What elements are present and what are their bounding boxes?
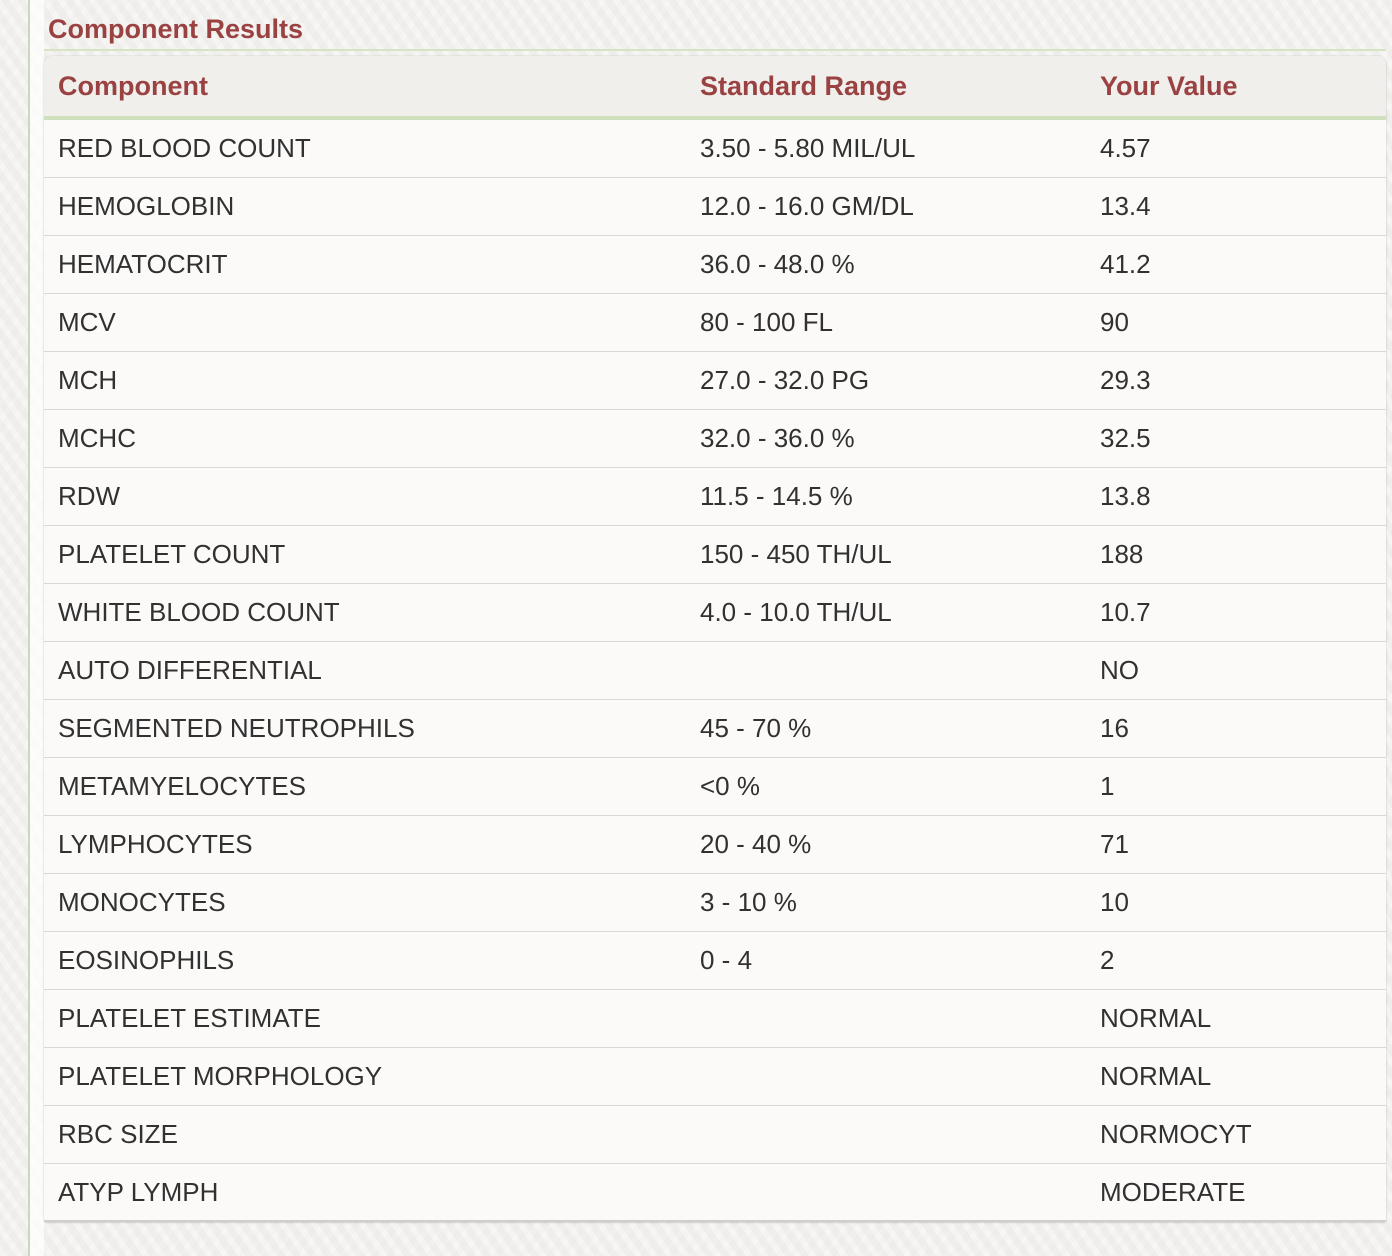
table-row: HEMATOCRIT 36.0 - 48.0 % 41.2 [44,236,1386,294]
table-row: MCH 27.0 - 32.0 PG 29.3 [44,352,1386,410]
standard-range-cell [700,1048,1100,1106]
results-table-frame: Component Standard Range Your Value RED … [44,56,1386,1222]
left-divider-line [28,0,30,1256]
table-row: PLATELET ESTIMATE NORMAL [44,990,1386,1048]
results-table-header: Component Standard Range Your Value [44,56,1386,120]
your-value-cell: 10 [1100,874,1386,932]
component-cell: RED BLOOD COUNT [44,120,700,178]
component-cell: SEGMENTED NEUTROPHILS [44,700,700,758]
your-value-cell: NO [1100,642,1386,700]
component-cell: PLATELET COUNT [44,526,700,584]
component-cell: RBC SIZE [44,1106,700,1164]
standard-range-cell: 150 - 450 TH/UL [700,526,1100,584]
component-cell: MCH [44,352,700,410]
left-gutter [30,0,44,1256]
standard-range-cell [700,642,1100,700]
your-value-cell: NORMAL [1100,1048,1386,1106]
standard-range-cell: <0 % [700,758,1100,816]
table-row: HEMOGLOBIN 12.0 - 16.0 GM/DL 13.4 [44,178,1386,236]
component-cell: MONOCYTES [44,874,700,932]
your-value-cell: 41.2 [1100,236,1386,294]
your-value-cell: 1 [1100,758,1386,816]
standard-range-cell: 27.0 - 32.0 PG [700,352,1100,410]
standard-range-cell: 45 - 70 % [700,700,1100,758]
table-row: RBC SIZE NORMOCYT [44,1106,1386,1164]
section-title: Component Results [48,14,304,44]
title-divider [44,49,1386,51]
component-results-section: Component Results Component Standard Ran… [44,0,1386,1222]
component-cell: MCV [44,294,700,352]
table-row: SEGMENTED NEUTROPHILS 45 - 70 % 16 [44,700,1386,758]
header-your-value: Your Value [1100,56,1386,120]
your-value-cell: 10.7 [1100,584,1386,642]
component-cell: EOSINOPHILS [44,932,700,990]
standard-range-cell [700,990,1100,1048]
standard-range-cell: 20 - 40 % [700,816,1100,874]
component-cell: RDW [44,468,700,526]
table-row: METAMYELOCYTES <0 % 1 [44,758,1386,816]
component-cell: PLATELET MORPHOLOGY [44,1048,700,1106]
table-row: PLATELET COUNT 150 - 450 TH/UL 188 [44,526,1386,584]
results-table-body: RED BLOOD COUNT 3.50 - 5.80 MIL/UL 4.57 … [44,120,1386,1222]
standard-range-cell: 3.50 - 5.80 MIL/UL [700,120,1100,178]
your-value-cell: 16 [1100,700,1386,758]
header-standard-range: Standard Range [700,56,1100,120]
standard-range-cell: 4.0 - 10.0 TH/UL [700,584,1100,642]
standard-range-cell: 80 - 100 FL [700,294,1100,352]
standard-range-cell [700,1106,1100,1164]
your-value-cell: 90 [1100,294,1386,352]
component-cell: PLATELET ESTIMATE [44,990,700,1048]
your-value-cell: MODERATE [1100,1164,1386,1222]
your-value-cell: NORMOCYT [1100,1106,1386,1164]
header-component: Component [44,56,700,120]
table-row: MCV 80 - 100 FL 90 [44,294,1386,352]
table-row: PLATELET MORPHOLOGY NORMAL [44,1048,1386,1106]
your-value-cell: 13.8 [1100,468,1386,526]
your-value-cell: 32.5 [1100,410,1386,468]
standard-range-cell: 36.0 - 48.0 % [700,236,1100,294]
table-row: MONOCYTES 3 - 10 % 10 [44,874,1386,932]
your-value-cell: 2 [1100,932,1386,990]
standard-range-cell: 32.0 - 36.0 % [700,410,1100,468]
table-row: RDW 11.5 - 14.5 % 13.8 [44,468,1386,526]
results-table: Component Standard Range Your Value RED … [44,56,1386,1222]
table-row: WHITE BLOOD COUNT 4.0 - 10.0 TH/UL 10.7 [44,584,1386,642]
your-value-cell: 13.4 [1100,178,1386,236]
table-row: EOSINOPHILS 0 - 4 2 [44,932,1386,990]
your-value-cell: 188 [1100,526,1386,584]
header-row: Component Standard Range Your Value [44,56,1386,120]
component-cell: ATYP LYMPH [44,1164,700,1222]
table-row: AUTO DIFFERENTIAL NO [44,642,1386,700]
standard-range-cell [700,1164,1100,1222]
your-value-cell: 29.3 [1100,352,1386,410]
component-cell: AUTO DIFFERENTIAL [44,642,700,700]
your-value-cell: NORMAL [1100,990,1386,1048]
component-cell: HEMATOCRIT [44,236,700,294]
component-cell: MCHC [44,410,700,468]
table-row: MCHC 32.0 - 36.0 % 32.5 [44,410,1386,468]
table-row: LYMPHOCYTES 20 - 40 % 71 [44,816,1386,874]
standard-range-cell: 0 - 4 [700,932,1100,990]
component-cell: HEMOGLOBIN [44,178,700,236]
standard-range-cell: 11.5 - 14.5 % [700,468,1100,526]
your-value-cell: 71 [1100,816,1386,874]
component-cell: METAMYELOCYTES [44,758,700,816]
table-row: ATYP LYMPH MODERATE [44,1164,1386,1222]
component-cell: LYMPHOCYTES [44,816,700,874]
component-cell: WHITE BLOOD COUNT [44,584,700,642]
your-value-cell: 4.57 [1100,120,1386,178]
standard-range-cell: 12.0 - 16.0 GM/DL [700,178,1100,236]
standard-range-cell: 3 - 10 % [700,874,1100,932]
table-row: RED BLOOD COUNT 3.50 - 5.80 MIL/UL 4.57 [44,120,1386,178]
